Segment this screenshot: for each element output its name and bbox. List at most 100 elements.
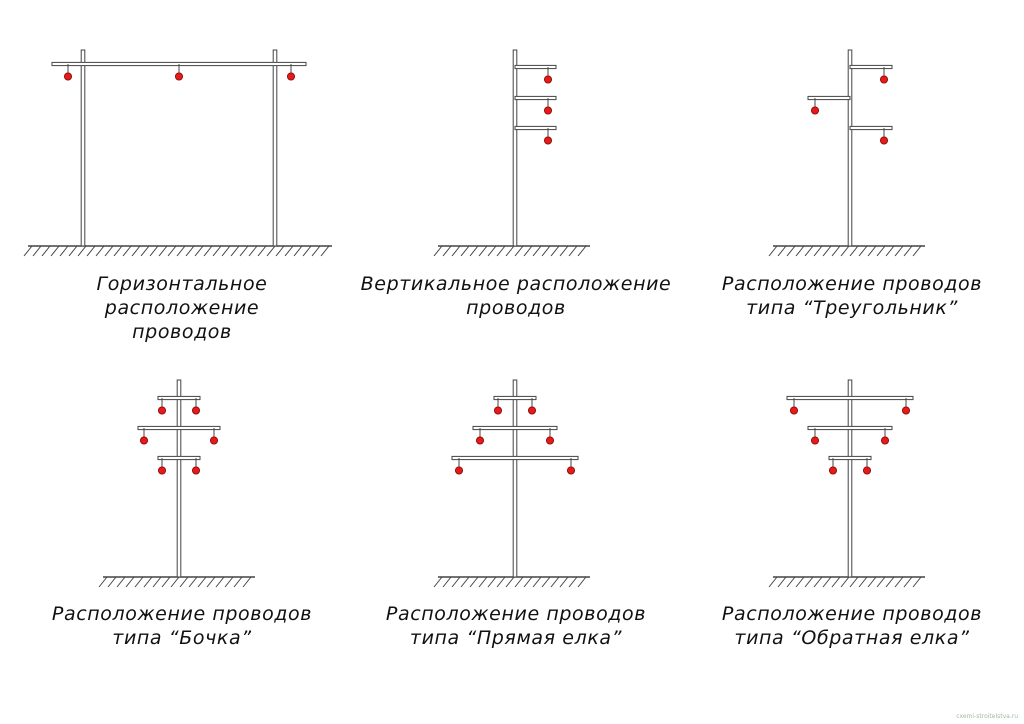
ground-hatch <box>478 576 488 588</box>
ground-hatch <box>311 245 321 257</box>
ground-hatch <box>514 245 524 257</box>
crossarm <box>157 455 201 461</box>
insulator <box>863 458 872 475</box>
insulator-bead <box>881 436 890 445</box>
ground-hatch <box>59 245 69 257</box>
ground-hatch <box>523 576 533 588</box>
ground-hatch <box>215 576 225 588</box>
ground-hatch <box>487 245 497 257</box>
ground-hatch <box>912 576 922 588</box>
ground-hatch <box>550 576 560 588</box>
insulator <box>493 398 502 415</box>
ground-hatch <box>125 576 135 588</box>
caption-reverse-tree-line2: типа “Обратная елка” <box>734 627 970 649</box>
ground-hatch <box>460 245 470 257</box>
insulator-bead <box>880 136 889 145</box>
insulator-bead <box>286 72 295 81</box>
insulator-bead <box>863 466 872 475</box>
insulator <box>191 398 200 415</box>
insulator <box>811 98 820 115</box>
ground-hatch <box>559 576 569 588</box>
insulator-bead <box>544 75 553 84</box>
ground-hatch <box>242 576 252 588</box>
ground-hatch <box>77 245 87 257</box>
insulator-bead <box>902 406 911 415</box>
ground-hatch <box>885 245 895 257</box>
ground-hatch <box>179 576 189 588</box>
ground-hatch <box>840 245 850 257</box>
ground-hatch <box>505 245 515 257</box>
ground-hatch <box>912 245 922 257</box>
insulator-bead <box>829 466 838 475</box>
ground-hatch <box>849 576 859 588</box>
caption-barrel-line1: Расположение проводов <box>51 603 313 625</box>
diagram-barrel <box>98 379 255 588</box>
ground-hatch <box>876 576 886 588</box>
diagram-straight-tree <box>433 379 590 588</box>
ground-hatch <box>197 576 207 588</box>
ground-hatch <box>514 576 524 588</box>
ground-hatch <box>95 245 105 257</box>
crossarm <box>514 125 557 131</box>
insulator <box>790 398 799 415</box>
ground-hatch <box>532 576 542 588</box>
ground-hatch <box>894 576 904 588</box>
pole <box>80 49 86 247</box>
ground-hatch <box>221 245 231 257</box>
insulator <box>174 64 183 81</box>
insulator <box>528 398 537 415</box>
insulator-bead <box>544 136 553 145</box>
ground-hatch <box>903 576 913 588</box>
insulator <box>567 458 576 475</box>
ground-hatch <box>903 245 913 257</box>
ground-hatch <box>831 245 841 257</box>
ground-hatch <box>496 576 506 588</box>
ground-hatch <box>284 245 294 257</box>
ground-hatch <box>831 576 841 588</box>
ground-hatch <box>149 245 159 257</box>
ground-hatch <box>469 245 479 257</box>
ground-hatch <box>559 245 569 257</box>
ground-hatch <box>858 245 868 257</box>
ground-hatch <box>813 576 823 588</box>
caption-barrel-line2: типа “Бочка” <box>112 627 252 649</box>
ground-hatch <box>876 245 886 257</box>
ground-hatch <box>131 245 141 257</box>
ground-hatch <box>442 576 452 588</box>
ground-hatch <box>134 576 144 588</box>
ground-hatch <box>768 576 778 588</box>
pole <box>176 379 182 578</box>
caption-horizontal: Горизонтальное расположение проводов <box>22 272 342 344</box>
ground-hatching <box>98 576 252 588</box>
insulator <box>544 128 553 145</box>
ground-hatch <box>50 245 60 257</box>
insulator-bead <box>811 436 820 445</box>
ground-hatch <box>858 576 868 588</box>
insulator-bead <box>544 106 553 115</box>
insulator <box>191 458 200 475</box>
insulator-bead <box>475 436 484 445</box>
ground-hatch <box>442 245 452 257</box>
ground-hatch <box>212 245 222 257</box>
ground-hatch <box>777 245 787 257</box>
insulator-bead <box>157 466 166 475</box>
ground-hatch <box>433 245 443 257</box>
ground-hatch <box>541 245 551 257</box>
insulator <box>811 428 820 445</box>
ground-hatch <box>170 576 180 588</box>
ground-hatch <box>451 245 461 257</box>
insulator-bead <box>880 75 889 84</box>
pole <box>512 49 518 247</box>
caption-triangle: Расположение проводов типа “Треугольник” <box>692 272 1012 320</box>
caption-barrel: Расположение проводов типа “Бочка” <box>22 602 342 650</box>
insulator-bead <box>493 406 502 415</box>
ground-hatch <box>233 576 243 588</box>
ground-hatch <box>894 245 904 257</box>
ground-hatch <box>230 245 240 257</box>
ground-hatch <box>275 245 285 257</box>
ground-hatch <box>302 245 312 257</box>
ground-hatch <box>188 576 198 588</box>
crossarm <box>514 64 557 70</box>
ground-hatch <box>541 576 551 588</box>
